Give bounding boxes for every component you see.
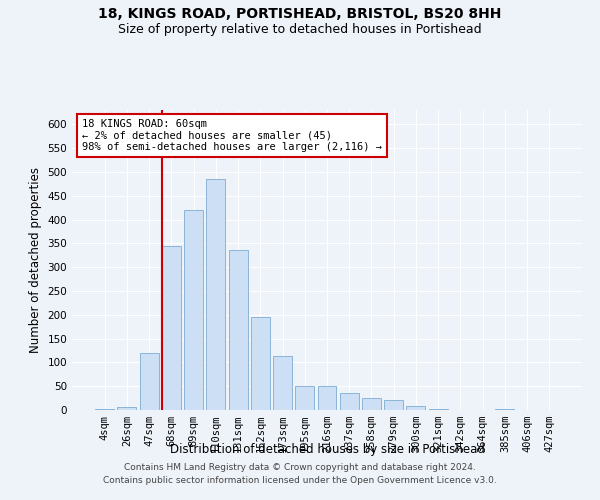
Bar: [229, 250, 248, 410]
Bar: [496, 408, 514, 410]
Bar: [118, 406, 136, 410]
Text: 18, KINGS ROAD, PORTISHEAD, BRISTOL, BS20 8HH: 18, KINGS ROAD, PORTISHEAD, BRISTOL, BS2…: [98, 8, 502, 22]
Bar: [317, 386, 337, 410]
Y-axis label: Number of detached properties: Number of detached properties: [29, 167, 42, 353]
Bar: [429, 408, 448, 410]
Bar: [140, 353, 158, 410]
Bar: [295, 386, 314, 410]
Text: Size of property relative to detached houses in Portishead: Size of property relative to detached ho…: [118, 22, 482, 36]
Bar: [95, 408, 114, 410]
Bar: [162, 246, 181, 410]
Text: Contains HM Land Registry data © Crown copyright and database right 2024.: Contains HM Land Registry data © Crown c…: [124, 464, 476, 472]
Text: Contains public sector information licensed under the Open Government Licence v3: Contains public sector information licen…: [103, 476, 497, 485]
Bar: [340, 394, 359, 410]
Bar: [273, 356, 292, 410]
Bar: [184, 210, 203, 410]
Bar: [406, 406, 425, 410]
Bar: [251, 317, 270, 410]
Text: 18 KINGS ROAD: 60sqm
← 2% of detached houses are smaller (45)
98% of semi-detach: 18 KINGS ROAD: 60sqm ← 2% of detached ho…: [82, 119, 382, 152]
Bar: [206, 179, 225, 410]
Bar: [384, 400, 403, 410]
Text: Distribution of detached houses by size in Portishead: Distribution of detached houses by size …: [170, 442, 484, 456]
Bar: [362, 398, 381, 410]
